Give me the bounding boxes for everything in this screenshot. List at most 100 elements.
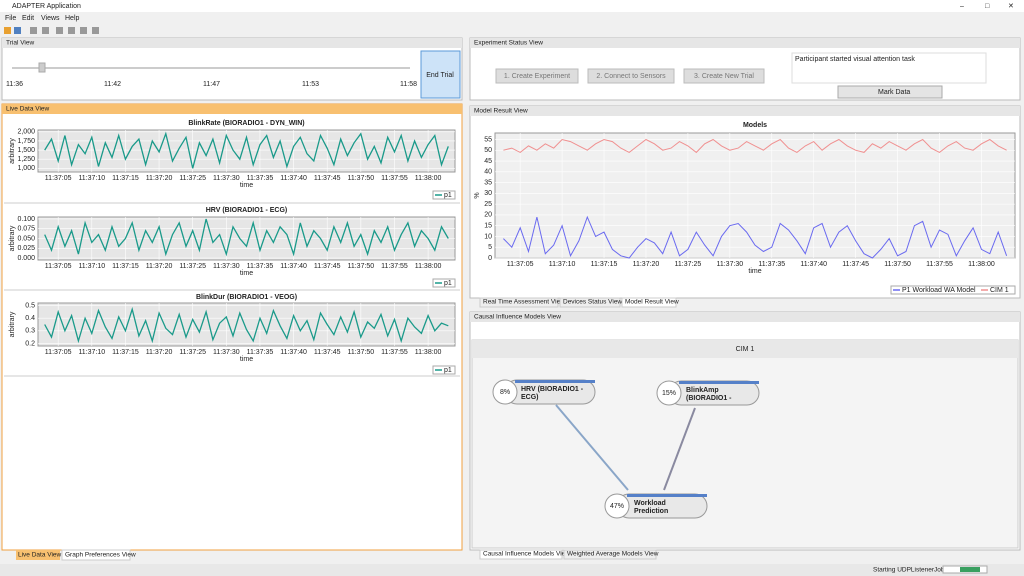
menu-views[interactable]: Views (41, 15, 60, 22)
tab[interactable] (559, 297, 621, 308)
y-axis-label: arbitrary (9, 311, 16, 337)
chart-title: HRV (BIORADIO1 - ECG) (206, 207, 288, 214)
series-line (503, 138, 1007, 154)
tool-paste[interactable] (80, 27, 87, 34)
connect-sensors-button[interactable] (587, 68, 675, 84)
title-bar (0, 0, 1024, 12)
y-axis-label: % (474, 192, 481, 198)
x-tick-label: 11:37:55 (381, 175, 408, 182)
legend-box (890, 285, 1016, 295)
x-tick-label: 11:37:45 (314, 175, 341, 182)
y-tick-label: 1,250 (17, 156, 35, 163)
status-bar (0, 564, 1024, 576)
tool-save[interactable] (14, 27, 21, 34)
node-label: ECG) (521, 394, 539, 401)
plot-area (37, 302, 456, 347)
x-tick-label: 11:37:45 (314, 263, 341, 270)
node[interactable]: 8% HRV (BIORADIO1 - ECG) (492, 379, 596, 405)
x-tick-label: 11:38:00 (415, 349, 442, 356)
y-axis-label: arbitrary (9, 225, 16, 251)
tab-label: Graph Preferences View (65, 552, 136, 559)
node[interactable]: 47% Workload Prediction (604, 493, 708, 519)
chart-title: Models (743, 122, 767, 129)
legend-label: p1 (444, 367, 452, 374)
end-trial-button[interactable] (420, 50, 461, 99)
tab[interactable] (563, 549, 657, 560)
menu-file[interactable]: File (5, 15, 16, 22)
y-tick-label: 1,500 (17, 147, 35, 154)
x-tick-label: 11:37:40 (800, 261, 827, 268)
trial-tick: 11:47 (203, 81, 220, 88)
x-tick-label: 11:37:05 (45, 263, 72, 270)
live-header (2, 104, 462, 114)
x-tick-label: 11:37:45 (842, 261, 869, 268)
slider-thumb[interactable] (38, 62, 46, 73)
button-label: 2. Connect to Sensors (596, 73, 666, 80)
tab[interactable] (479, 297, 559, 308)
message-box (791, 52, 987, 84)
experiment-title: Experiment Status View (474, 40, 543, 47)
x-axis-label: time (240, 182, 253, 189)
node-label: HRV (BIORADIO1 - (521, 386, 584, 393)
x-tick-label: 11:37:40 (280, 349, 307, 356)
tool-cut[interactable] (56, 27, 63, 34)
create-trial-button[interactable] (683, 68, 765, 84)
tool-open[interactable] (4, 27, 11, 34)
edge (663, 407, 696, 491)
tool-undo[interactable] (30, 27, 37, 34)
mark-data-label: Mark Data (878, 89, 910, 96)
cim-name: CIM 1 (736, 346, 755, 353)
model-title: Model Result View (474, 108, 528, 115)
menu-help[interactable]: Help (65, 15, 80, 22)
tab-active[interactable] (16, 550, 60, 560)
maximize[interactable]: □ (985, 3, 990, 10)
x-tick-label: 11:37:50 (347, 175, 374, 182)
y-tick-label: 0.100 (17, 216, 35, 223)
x-tick-label: 11:37:15 (112, 175, 139, 182)
cim-canvas-header (472, 340, 1018, 358)
chart-title: BlinkDur (BIORADIO1 - VEOG) (196, 294, 297, 301)
node[interactable]: 15% BlinkAmp (BIORADIO1 - (656, 380, 760, 406)
live-title: Live Data View (6, 106, 50, 113)
series-line (44, 306, 449, 344)
end-trial-label: End Trial (426, 72, 454, 79)
model-header (470, 106, 1020, 116)
mark-data-button[interactable] (837, 85, 943, 99)
x-tick-label: 11:37:15 (591, 261, 618, 268)
x-tick-label: 11:37:55 (381, 349, 408, 356)
tab-active[interactable] (621, 297, 677, 308)
menu-edit[interactable]: Edit (22, 15, 34, 22)
trial-tick: 11:58 (400, 81, 417, 88)
progress-fill (960, 567, 980, 572)
x-tick-label: 11:38:00 (968, 261, 995, 268)
x-tick-label: 11:37:15 (112, 263, 139, 270)
x-tick-label: 11:37:35 (247, 175, 274, 182)
legend-label: p1 (444, 280, 452, 287)
node-percent: 15% (662, 390, 676, 397)
toolbar (4, 27, 99, 34)
tool-redo[interactable] (42, 27, 49, 34)
x-tick-label: 11:37:10 (78, 349, 105, 356)
node-percent: 8% (500, 389, 510, 396)
tab-label: Devices Status View (563, 299, 622, 306)
y-tick-label: 55 (484, 136, 492, 143)
create-experiment-button[interactable] (495, 68, 579, 84)
close[interactable]: ✕ (1008, 3, 1014, 10)
y-tick-label: 0.050 (17, 235, 35, 242)
chart-title: BlinkRate (BIORADIO1 - DYN_WIN) (188, 120, 304, 127)
legend-box (432, 278, 456, 288)
tool-delete[interactable] (92, 27, 99, 34)
legend-box (432, 190, 456, 200)
cim-header (470, 312, 1020, 322)
node-percent: 47% (610, 503, 624, 510)
button-label: 1. Create Experiment (504, 73, 570, 80)
button-label: 3. Create New Trial (694, 73, 754, 80)
series-line (44, 218, 449, 257)
legend-box (432, 365, 456, 375)
tool-copy[interactable] (68, 27, 75, 34)
minimize[interactable]: – (960, 3, 964, 10)
tab-active[interactable] (479, 549, 563, 560)
y-tick-label: 40 (484, 169, 492, 176)
tab[interactable] (61, 549, 131, 561)
